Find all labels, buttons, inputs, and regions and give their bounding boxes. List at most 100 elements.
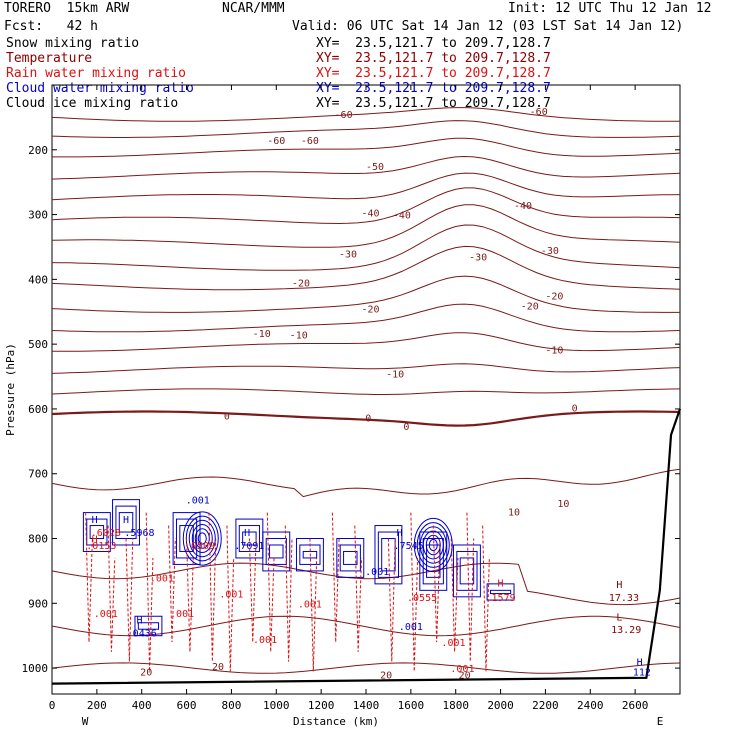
cloud-water-contour: [377, 531, 400, 578]
x-tick-label: 400: [132, 699, 152, 712]
cloud-water-contour: [185, 515, 219, 562]
extremum-label: H: [123, 515, 129, 526]
isotherm-line: [51, 562, 681, 606]
legend-xy: XY= 23.5,121.7 to 209.7,128.7: [316, 36, 551, 51]
rain-water-contour: [387, 538, 396, 662]
extremum-label: .0555: [407, 593, 437, 604]
isotherm-line: [51, 410, 681, 427]
y-tick-label: 800: [28, 533, 48, 546]
legend-xy: XY= 23.5,121.7 to 209.7,128.7: [316, 66, 551, 81]
rain-water-contour: [432, 525, 441, 643]
temperature-label: -10: [545, 345, 563, 356]
x-tick-label: 2400: [577, 699, 604, 712]
cloud-water-contour: [182, 511, 222, 566]
extremum-label: .7091: [234, 541, 264, 552]
cloud-water-contour: [118, 512, 134, 533]
cloud-water-contour: [339, 544, 361, 572]
rain-water-contour: [248, 538, 257, 643]
y-tick-label: 900: [28, 597, 48, 610]
rain-water-contour: [107, 525, 116, 652]
cloud-water-contour: [191, 524, 213, 554]
temperature-label: -40: [514, 201, 532, 212]
extremum-label: .5968: [124, 528, 154, 539]
extremum-label: .001: [219, 590, 243, 601]
x-tick-label: 2600: [622, 699, 649, 712]
rain-water-contour: [168, 525, 176, 643]
temperature-label: -60: [530, 107, 548, 118]
extremum-label: .001: [441, 638, 465, 649]
cloud-water-contour: [86, 518, 108, 546]
isotherm-line: [52, 137, 681, 158]
temperature-label: -30: [541, 246, 559, 257]
cloud-water-contour: [452, 544, 481, 598]
temperature-label: -10: [290, 330, 308, 341]
cloud-water-contour: [82, 512, 111, 552]
temperature-label: -20: [521, 301, 539, 312]
x-tick-label: 600: [177, 699, 197, 712]
temperature-label: 0: [365, 413, 371, 424]
isotherm-line: [51, 120, 681, 138]
y-axis-label: Pressure (hPa): [4, 343, 17, 436]
extremum-label: .0153: [86, 541, 116, 552]
cloud-water-contour: [343, 550, 358, 565]
extremum-label: H: [92, 535, 98, 546]
cloud-water-contour: [175, 518, 198, 559]
isotherm-line: [51, 107, 681, 122]
temperature-label: -30: [339, 249, 357, 260]
x-tick-label: 1600: [398, 699, 425, 712]
temperature-label: -60: [267, 136, 285, 147]
y-tick-label: 500: [28, 338, 48, 351]
isotherm-line: [51, 662, 681, 674]
extremum-label: .0436: [127, 628, 157, 639]
temperature-label: -50: [366, 162, 384, 173]
extremum-label: H: [244, 528, 250, 539]
rain-water-contour: [186, 538, 194, 652]
temperature-label: -40: [361, 209, 379, 220]
west-label: W: [82, 715, 89, 728]
x-tick-label: 1000: [263, 699, 290, 712]
extremum-label: H: [397, 528, 403, 539]
y-tick-label: 400: [28, 273, 48, 286]
temperature-label: -20: [545, 292, 563, 303]
extremum-label: .001: [298, 599, 322, 610]
extremum-label: .001: [365, 567, 389, 578]
isotherm-line: [51, 363, 681, 374]
cloud-water-contour: [486, 583, 515, 601]
temperature-label: -20: [361, 305, 379, 316]
temperature-label: 0: [403, 422, 409, 433]
extremum-label: .1579: [486, 593, 516, 604]
temperature-label: 10: [508, 507, 520, 518]
x-tick-label: 2200: [532, 699, 559, 712]
cloud-water-contour: [413, 517, 453, 573]
cloud-water-contour: [456, 550, 478, 591]
rain-water-contour: [208, 512, 217, 662]
cloud-water-contour: [172, 512, 201, 565]
extremum-label: .001: [94, 609, 118, 620]
legend-label: Rain water mixing ratio: [6, 66, 187, 81]
extremum-label: .7545: [394, 541, 424, 552]
x-tick-label: 1400: [353, 699, 380, 712]
forecast-hour: Fcst: 42 h: [4, 19, 98, 34]
model-title: TORERO 15km ARW: [4, 1, 130, 16]
legend-xy: XY= 23.5,121.7 to 209.7,128.7: [316, 51, 551, 66]
y-tick-label: 600: [28, 403, 48, 416]
legend-label: Cloud ice mixing ratio: [6, 96, 179, 111]
center-title: NCAR/MMM: [222, 1, 285, 16]
cloud-water-contour: [428, 538, 438, 552]
legend-label: Snow mixing ratio: [6, 36, 140, 51]
temperature-label: 20: [212, 662, 224, 673]
rain-water-contour: [226, 525, 235, 672]
temperature-label: 20: [459, 671, 471, 682]
extremum-label: L: [616, 612, 622, 623]
temperature-label: -60: [301, 136, 319, 147]
x-tick-label: 1200: [308, 699, 335, 712]
x-tick-label: 2000: [487, 699, 514, 712]
cloud-water-contour: [416, 522, 450, 568]
init-time: Init: 12 UTC Thu 12 Jan 12: [508, 1, 712, 16]
extremum-label: H: [637, 658, 643, 669]
temperature-label: 10: [557, 499, 569, 510]
rain-water-contour: [266, 512, 275, 652]
isotherm-line: [51, 275, 680, 313]
isotherm-line: [51, 245, 681, 291]
